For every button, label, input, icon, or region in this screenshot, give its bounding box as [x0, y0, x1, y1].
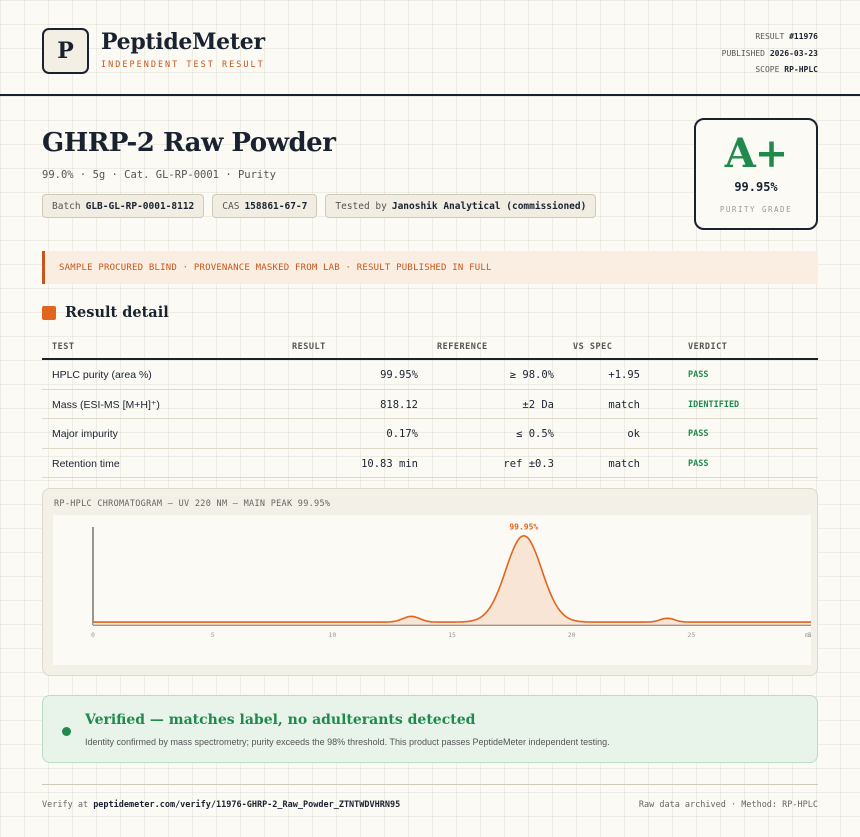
- meta-published: PUBLISHED 2026-03-23: [721, 48, 818, 58]
- chromatogram-card: RP-HPLC CHROMATOGRAM — UV 220 NM — MAIN …: [42, 488, 818, 676]
- cell-reference: ±2 Da: [522, 398, 554, 411]
- cell-result: 10.83 min: [361, 457, 418, 470]
- cell-result: 99.95%: [380, 369, 418, 381]
- footer-archive-note: Raw data archived · Method: RP-HPLC: [638, 800, 818, 810]
- table-row: Retention time 10.83 min ref ±0.3 match …: [42, 449, 818, 478]
- x-tick-label: 0: [91, 631, 95, 639]
- peak-label: 99.95%: [509, 523, 538, 532]
- chromatogram-line: [93, 534, 811, 623]
- x-tick-label: 25: [687, 631, 695, 639]
- footer-verify: Verify at peptidemeter.com/verify/11976-…: [42, 800, 401, 810]
- product-title: GHRP-2 Raw Powder: [42, 128, 336, 158]
- chromatogram-chart: 99.95% 0 5 10 15 20 25 30min: [91, 523, 811, 639]
- cell-test: Mass (ESI-MS [M+H]⁺): [52, 398, 160, 411]
- cell-reference: ≥ 98.0%: [509, 369, 554, 381]
- grade-value: 99.95%: [734, 180, 778, 194]
- chart-title: RP-HPLC CHROMATOGRAM — UV 220 NM — MAIN …: [54, 499, 331, 509]
- meta-result: RESULT #11976: [755, 32, 818, 41]
- header-verdict: VERDICT: [688, 342, 728, 352]
- section-marker: [42, 306, 56, 320]
- header-reference: REFERENCE: [437, 342, 488, 352]
- cell-reference: ≤ 0.5%: [516, 428, 554, 440]
- verified-text: Identity confirmed by mass spectrometry;…: [85, 737, 610, 747]
- logo: P: [42, 28, 89, 74]
- cell-result: 0.17%: [386, 428, 418, 440]
- footer-divider: [42, 784, 818, 785]
- header-vs-spec: VS SPEC: [573, 342, 613, 352]
- verified-dot-icon: [62, 727, 71, 736]
- result-meta: RESULT #11976 PUBLISHED 2026-03-23 SCOPE…: [722, 29, 818, 79]
- product-chips: Batch GLB-GL-RP-0001-8112 CAS 158861-67-7 …: [42, 194, 597, 218]
- header-result: RESULT: [292, 342, 326, 352]
- table-row: HPLC purity (area %) 99.95% ≥ 98.0% +1.9…: [42, 360, 818, 390]
- table-row: Mass (ESI-MS [M+H]⁺) 818.12 ±2 Da match …: [42, 390, 818, 419]
- verified-banner: Verified — matches label, no adulterants…: [42, 695, 818, 763]
- cell-result: 818.12: [380, 398, 418, 411]
- brand-tagline: INDEPENDENT TEST RESULT: [101, 60, 265, 70]
- table-header: TEST RESULT REFERENCE VS SPEC VERDICT: [42, 338, 818, 360]
- table-row: Major impurity 0.17% ≤ 0.5% ok PASS: [42, 419, 818, 449]
- tested-by-chip: Tested by Janoshik Analytical (commission…: [325, 194, 597, 218]
- verified-title: Verified — matches label, no adulterants…: [85, 712, 476, 728]
- header: P PeptideMeter INDEPENDENT TEST RESULT R…: [0, 0, 860, 96]
- x-tick-label: 30: [807, 631, 811, 639]
- cell-vs-spec: ok: [627, 428, 640, 440]
- cas-chip: CAS 158861-67-7: [212, 194, 318, 218]
- x-tick-label: 20: [568, 631, 576, 639]
- cell-verdict: PASS: [688, 458, 709, 469]
- section-title: Result detail: [65, 304, 169, 321]
- chromatogram-area: [93, 535, 811, 625]
- x-tick-label: 15: [448, 631, 456, 639]
- header-test: TEST: [52, 342, 75, 352]
- cell-verdict: PASS: [688, 370, 709, 380]
- cell-reference: ref ±0.3: [503, 457, 554, 470]
- cell-test: Retention time: [52, 457, 120, 470]
- brand-name: PeptideMeter: [101, 29, 265, 55]
- cell-vs-spec: match: [608, 398, 640, 411]
- verify-link[interactable]: peptidemeter.com/verify/11976-GHRP-2_Raw…: [93, 800, 401, 810]
- batch-chip: Batch GLB-GL-RP-0001-8112: [42, 194, 205, 218]
- x-tick-label: 5: [211, 631, 215, 639]
- cell-vs-spec: +1.95: [608, 369, 640, 381]
- product-subtitle: 99.0% · 5g · Cat. GL-RP-0001 · Purity: [42, 169, 276, 181]
- procurement-notice: SAMPLE PROCURED BLIND · PROVENANCE MASKE…: [42, 251, 818, 284]
- cell-test: Major impurity: [52, 428, 118, 440]
- chromatogram-plot-area: 99.95% 0 5 10 15 20 25 30min: [53, 515, 811, 665]
- grade-letter: A+: [724, 130, 789, 177]
- cell-vs-spec: match: [608, 457, 640, 470]
- cell-verdict: PASS: [688, 429, 709, 439]
- x-unit-label: min: [805, 631, 811, 639]
- cell-test: HPLC purity (area %): [52, 369, 152, 381]
- meta-scope: SCOPE RP-HPLC: [755, 65, 818, 74]
- result-table: TEST RESULT REFERENCE VS SPEC VERDICT HP…: [42, 338, 818, 478]
- purity-grade-box: A+ 99.95% PURITY GRADE: [694, 118, 818, 230]
- cell-verdict: IDENTIFIED: [688, 399, 740, 410]
- grade-label: PURITY GRADE: [719, 205, 793, 214]
- x-tick-label: 10: [328, 631, 336, 639]
